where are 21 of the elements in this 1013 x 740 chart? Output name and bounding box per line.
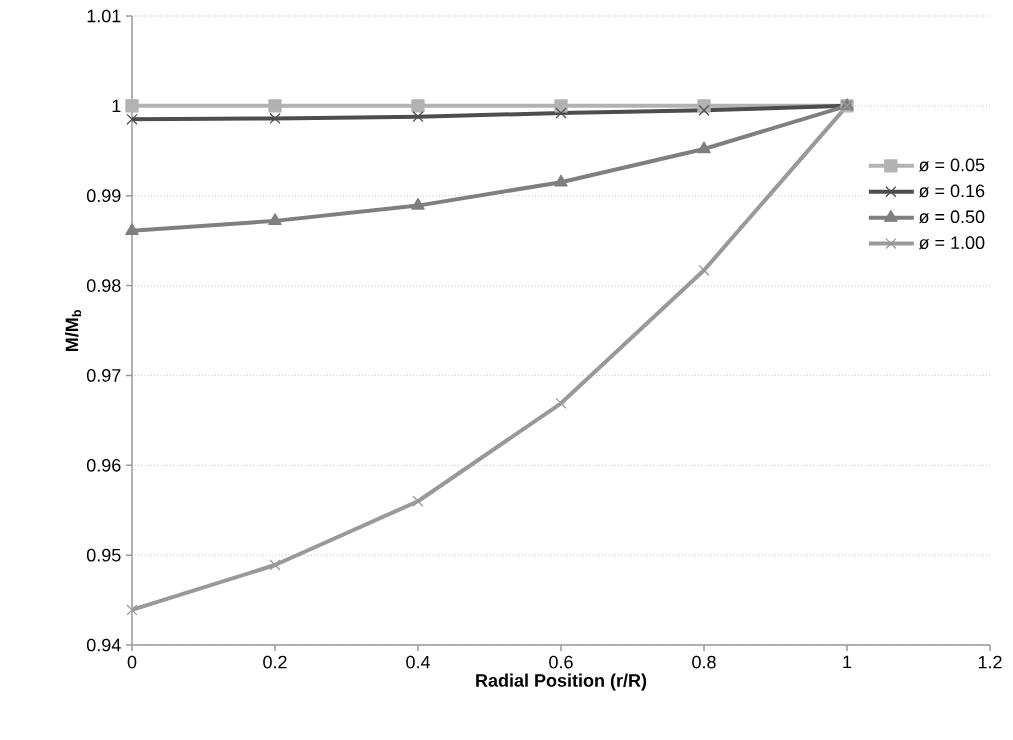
x-tick-label: 0.4 [406, 655, 430, 669]
legend-label: ø = 1.00 [918, 236, 985, 250]
x-tick-label: 1.2 [978, 655, 1002, 669]
y-tick-label: 1 [112, 99, 121, 113]
y-tick-label: 0.97 [86, 369, 121, 382]
legend-label: ø = 0.05 [918, 158, 985, 172]
x-tick-label: 0.8 [692, 655, 716, 669]
y-tick-label: 0.99 [86, 189, 121, 203]
y-axis-title: M/M$_{b}$ [65, 310, 82, 351]
x-axis-title: Radial Position (r/R) [476, 673, 647, 691]
y-tick-label: 0.95 [86, 548, 121, 562]
x-tick-label: 0.2 [263, 655, 287, 669]
y-tick-label: 0.98 [86, 279, 121, 292]
y-tick-label: 0.94 [86, 638, 121, 652]
legend-label: ø = 0.50 [918, 210, 985, 224]
x-tick-label: 1 [843, 655, 852, 669]
x-tick-label: 0 [127, 655, 137, 669]
x-tick-label: 0.6 [549, 655, 573, 669]
y-tick-label: 0.96 [86, 458, 121, 472]
legend-label: ø = 0.16 [918, 184, 985, 198]
y-tick-label: 1.01 [87, 9, 121, 23]
